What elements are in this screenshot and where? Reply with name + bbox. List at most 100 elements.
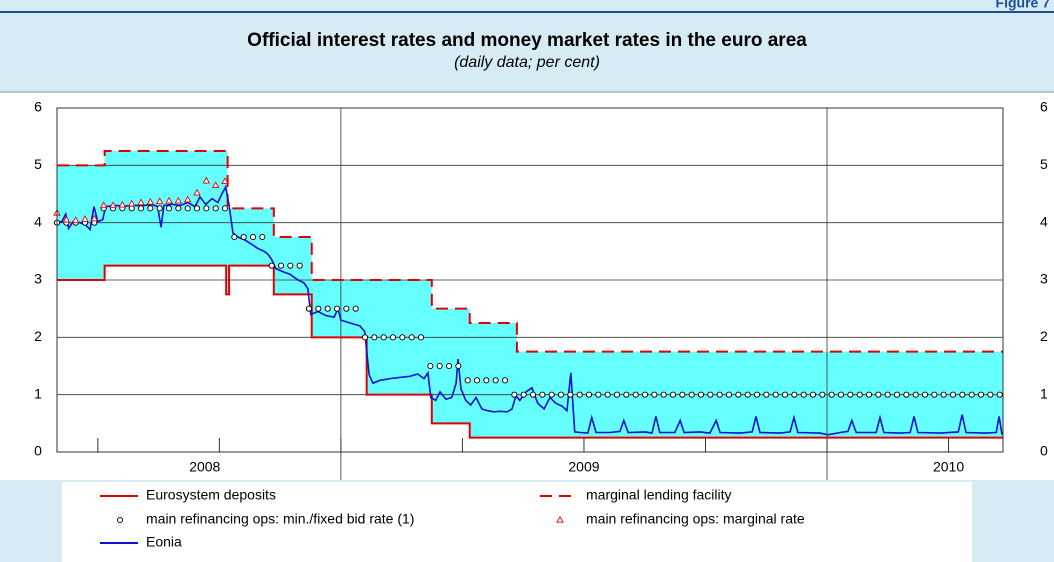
marker-circle (175, 205, 182, 212)
marker-circle (847, 391, 854, 398)
marker-circle (380, 334, 387, 341)
marker-triangle (71, 216, 80, 224)
marker-circle (399, 334, 406, 341)
legend-marker (116, 516, 124, 524)
marker-circle (212, 205, 219, 212)
marker-circle (977, 391, 985, 398)
step-line (57, 264, 1003, 439)
line (56, 184, 1003, 436)
marker-circle (679, 391, 686, 398)
y-tick-label: 0 (34, 443, 42, 459)
marker-circle (501, 377, 509, 384)
y-tick-label: 5 (34, 156, 42, 172)
marker-circle (641, 391, 649, 398)
marker-triangle (137, 198, 145, 206)
marker-circle (389, 334, 397, 341)
figure-label: Figure 7 (996, 0, 1051, 11)
marker-circle (128, 205, 135, 212)
marker-circle (912, 391, 919, 398)
marker-circle (791, 391, 798, 398)
y2-tick-label: 1 (1040, 385, 1048, 401)
legend-marker (556, 515, 564, 523)
marker-circle (893, 391, 901, 398)
marker-triangle (118, 200, 127, 208)
chart-subtitle: (daily data; per cent) (454, 54, 600, 71)
marker-circle (147, 205, 154, 212)
y2-tick-label: 3 (1040, 271, 1048, 287)
marker-triangle (62, 215, 71, 223)
marker-circle (688, 391, 695, 398)
marker-circle (996, 391, 1003, 398)
marker-triangle (193, 188, 201, 196)
marker-circle (520, 391, 527, 398)
marker-circle (371, 334, 378, 341)
marker-circle (137, 205, 145, 212)
y2-tick-label: 6 (1040, 99, 1048, 115)
marker-triangle (81, 215, 89, 222)
marker-circle (567, 391, 574, 398)
y-tick-label: 6 (34, 99, 42, 115)
marker-circle (585, 391, 593, 398)
marker-triangle (165, 196, 173, 204)
marker-triangle (99, 201, 108, 209)
marker-circle (931, 391, 938, 398)
marker-circle (156, 205, 163, 212)
y2-tick-label: 4 (1040, 213, 1048, 229)
marker-circle (361, 334, 369, 341)
marker-circle (324, 305, 331, 312)
marker-circle (763, 391, 770, 398)
marker-circle (408, 334, 415, 341)
marker-circle (707, 391, 714, 398)
y-tick-label: 3 (34, 271, 42, 287)
marker-circle (772, 391, 779, 398)
marker-circle (464, 377, 471, 384)
y2-tick-label: 0 (1040, 443, 1048, 459)
marker-circle (651, 391, 658, 398)
marker-circle (828, 391, 835, 398)
y-tick-label: 4 (34, 213, 42, 229)
marker-circle (716, 391, 723, 398)
marker-circle (417, 334, 425, 341)
marker-triangle (90, 214, 99, 222)
marker-circle (725, 391, 733, 398)
marker-circle (296, 262, 303, 269)
marker-circle (277, 262, 285, 269)
marker-circle (819, 391, 826, 398)
marker-triangle (146, 197, 155, 205)
legend-label: marginal lending facility (586, 487, 732, 503)
marker-circle (903, 391, 910, 398)
marker-circle (333, 305, 341, 312)
marker-circle (193, 205, 201, 212)
marker-circle (735, 391, 742, 398)
marker-circle (856, 391, 863, 398)
marker-circle (473, 377, 481, 384)
marker-circle (744, 391, 751, 398)
marker-circle (511, 391, 518, 398)
marker-circle (455, 362, 462, 370)
marker-circle (221, 205, 229, 212)
x-tick-label: 2009 (568, 459, 599, 475)
plot-frame (56, 107, 1004, 453)
marker-circle (268, 262, 275, 269)
marker-circle (753, 391, 761, 398)
y-tick-label: 2 (34, 328, 42, 344)
chart-title: Official interest rates and money market… (247, 30, 807, 51)
marker-circle (865, 391, 873, 398)
marker-circle (436, 362, 443, 370)
marker-circle (800, 391, 807, 398)
marker-circle (492, 377, 499, 384)
marker-circle (557, 391, 565, 398)
marker-circle (315, 305, 322, 312)
legend-label: main refinancing ops: marginal rate (586, 511, 805, 527)
corridor-fill (57, 151, 1003, 438)
y-tick-label: 1 (34, 385, 42, 401)
marker-circle (959, 391, 966, 398)
marker-triangle (202, 176, 211, 184)
legend-label: Eurosystem deposits (146, 487, 276, 503)
marker-circle (576, 391, 583, 398)
marker-circle (184, 205, 191, 212)
marker-circle (539, 391, 546, 398)
marker-circle (231, 233, 238, 241)
y2-tick-label: 5 (1040, 156, 1048, 172)
